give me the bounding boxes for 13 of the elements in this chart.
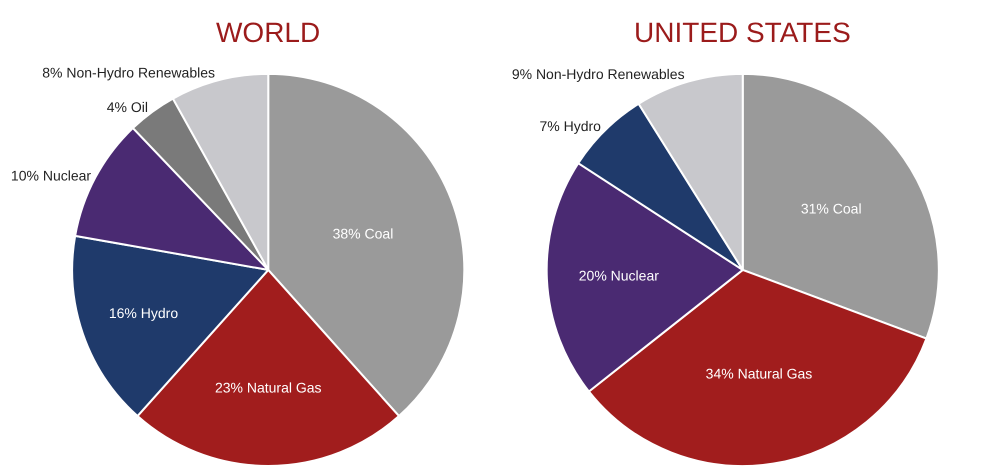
chart-title: WORLD: [216, 17, 320, 48]
slice-label: 10% Nuclear: [10, 168, 92, 184]
slice-label: 23% Natural Gas: [214, 380, 322, 396]
slice-label: 7% Hydro: [540, 118, 602, 134]
slice-label: 20% Nuclear: [578, 268, 660, 284]
slice-label: 31% Coal: [800, 200, 862, 217]
slice-label: 9% Non-Hydro Renewables: [512, 66, 685, 82]
slice-label: 34% Natural Gas: [706, 365, 812, 382]
slice-label: 16% Hydro: [108, 305, 178, 322]
slice-label: 38% Coal: [332, 226, 394, 242]
slice-label: 4% Oil: [106, 98, 148, 115]
slice-label: 8% Non-Hydro Renewables: [42, 64, 216, 81]
chart-title: UNITED STATES: [634, 17, 851, 48]
